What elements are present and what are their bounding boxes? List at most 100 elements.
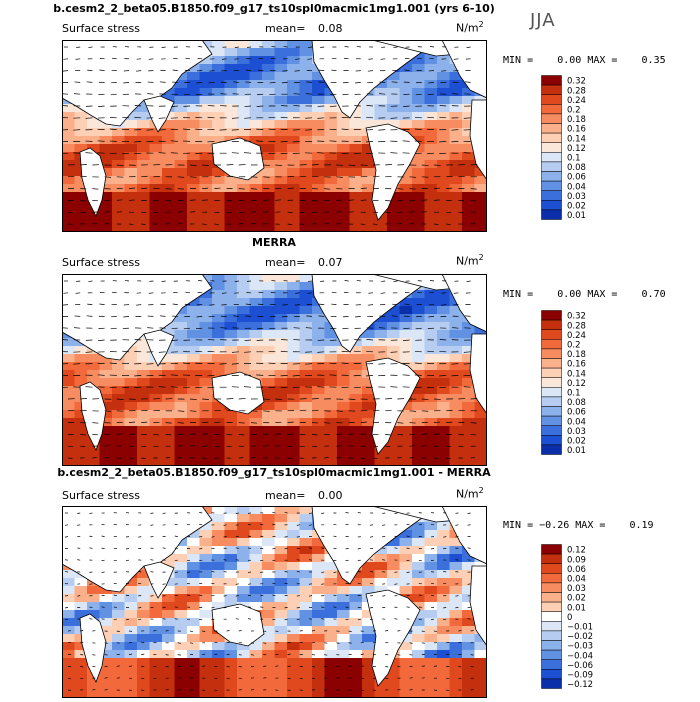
field-cell (450, 690, 463, 698)
stress-vector (285, 548, 288, 549)
field-cell (225, 56, 238, 65)
variable-label: Surface stress (62, 489, 140, 502)
field-cell (175, 642, 188, 651)
field-cell (175, 650, 188, 659)
field-cell (137, 682, 150, 691)
field-cell (62, 682, 75, 691)
field-cell (275, 402, 288, 411)
field-cell (187, 402, 200, 411)
field-cell (325, 136, 338, 145)
field-cell (137, 434, 150, 443)
field-cell (112, 434, 125, 443)
field-cell (300, 88, 313, 97)
field-cell (437, 434, 450, 443)
field-cell (450, 314, 463, 323)
field-cell (312, 642, 325, 651)
field-cell (437, 626, 450, 635)
colorbar-swatch (542, 339, 562, 349)
field-cell (237, 112, 250, 121)
field-cell (112, 200, 125, 209)
field-cell (200, 192, 213, 201)
field-cell (387, 338, 400, 347)
field-cell (287, 160, 300, 169)
colorbar-swatch (542, 191, 562, 201)
field-cell (262, 418, 275, 427)
field-cell (137, 666, 150, 675)
colorbar-swatch (542, 95, 562, 105)
colorbar-tick-label: 0.02 (567, 201, 586, 211)
field-cell (412, 168, 425, 177)
field-cell (125, 458, 138, 466)
field-cell (450, 354, 463, 363)
field-cell (237, 200, 250, 209)
field-cell (150, 160, 163, 169)
field-cell (250, 354, 263, 363)
field-cell (337, 184, 350, 193)
field-cell (312, 682, 325, 691)
field-cell (425, 522, 438, 531)
field-cell (462, 192, 475, 201)
colorbar-swatch (542, 583, 562, 593)
colorbar-tick-label: −0.03 (567, 642, 593, 652)
field-cell (62, 144, 75, 153)
field-cell (462, 410, 475, 419)
colorbar-tick-label: −0.01 (567, 622, 593, 632)
field-cell (200, 314, 213, 323)
field-cell (300, 394, 313, 403)
merra-stress-map (62, 274, 487, 466)
field-cell (287, 88, 300, 97)
field-cell (437, 346, 450, 355)
field-cell (137, 642, 150, 651)
field-cell (137, 458, 150, 466)
field-cell (137, 626, 150, 635)
field-cell (200, 586, 213, 595)
field-cell (237, 530, 250, 539)
field-cell (450, 626, 463, 635)
field-cell (425, 562, 438, 571)
stress-vector (141, 458, 145, 459)
field-cell (350, 216, 363, 225)
field-cell (225, 514, 238, 523)
colorbar-swatch (542, 172, 562, 182)
field-cell (262, 538, 275, 547)
field-cell (475, 674, 488, 683)
field-cell (262, 224, 275, 232)
field-cell (212, 530, 225, 539)
field-cell (212, 690, 225, 698)
field-cell (262, 554, 275, 563)
field-cell (325, 338, 338, 347)
field-cell (175, 330, 188, 339)
field-cell (275, 538, 288, 547)
field-cell (325, 418, 338, 427)
field-cell (250, 658, 263, 667)
field-cell (350, 136, 363, 145)
field-cell (125, 192, 138, 201)
field-cell (200, 602, 213, 611)
field-cell (237, 80, 250, 89)
field-cell (450, 394, 463, 403)
field-cell (212, 216, 225, 225)
field-cell (100, 682, 113, 691)
field-cell (262, 514, 275, 523)
field-cell (275, 690, 288, 698)
field-cell (400, 458, 413, 466)
field-cell (112, 192, 125, 201)
field-cell (450, 554, 463, 563)
field-cell (325, 602, 338, 611)
field-cell (312, 224, 325, 232)
field-cell (425, 618, 438, 627)
field-cell (187, 642, 200, 651)
field-cell (312, 104, 325, 113)
field-cell (187, 330, 200, 339)
field-cell (275, 48, 288, 57)
field-cell (462, 658, 475, 667)
field-cell (87, 682, 100, 691)
field-cell (212, 546, 225, 555)
field-cell (162, 458, 175, 466)
field-cell (212, 674, 225, 683)
field-cell (162, 658, 175, 667)
field-cell (300, 314, 313, 323)
field-cell (437, 322, 450, 331)
field-cell (100, 594, 113, 603)
field-cell (262, 120, 275, 129)
